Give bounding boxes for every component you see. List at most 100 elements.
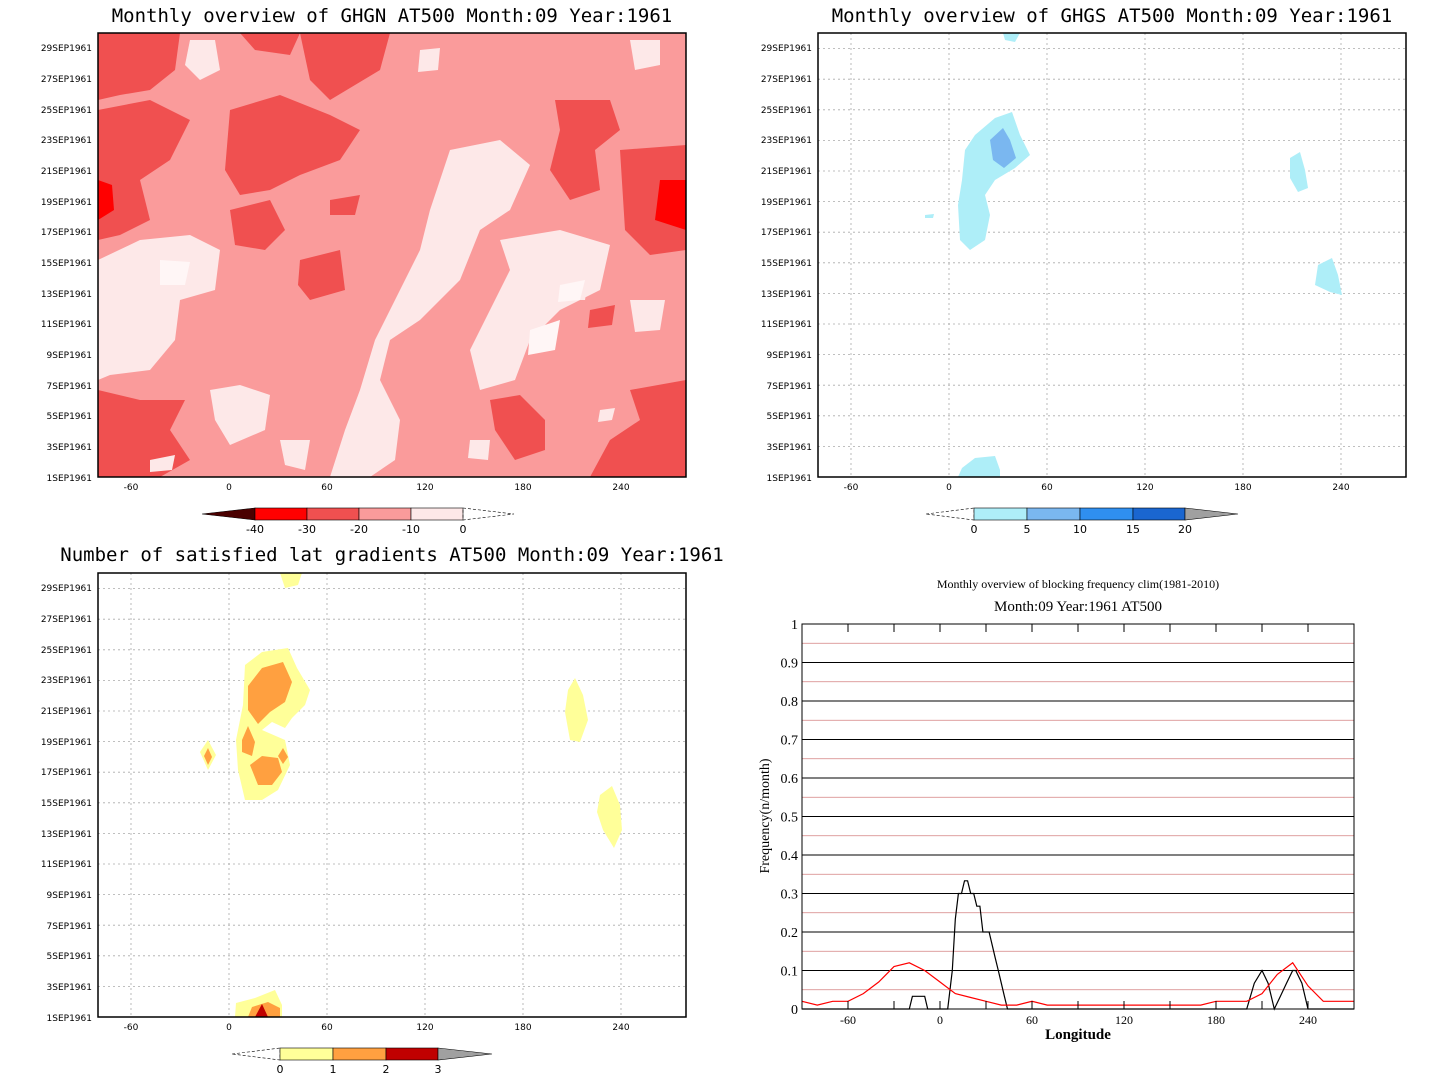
- ghgs-y-tick: 17SEP1961: [761, 228, 812, 238]
- blocking-ticks: 0 0.1 0.2 0.3 0.4 0.5 0.6 0.7 0.8 0.9 1 -60 0 60 120 18…: [781, 618, 1355, 1027]
- lat-x-tick: -60: [124, 1023, 139, 1033]
- lat-y-tick: 1SEP1961: [47, 1014, 92, 1024]
- lat-x-tick: 60: [321, 1023, 333, 1033]
- lat-y-tick: 25SEP1961: [41, 646, 92, 656]
- y-tick-label: 0.7: [781, 734, 799, 749]
- panel-lat-title: Number of satisfied lat gradients AT500 …: [60, 544, 723, 566]
- ghgn-y-ticks: 1SEP1961 3SEP1961 5SEP1961 7SEP1961 9SEP…: [41, 44, 92, 484]
- y-tick-label: 0.1: [781, 965, 799, 980]
- ghgs-colorbar-label: 10: [1073, 523, 1087, 536]
- ghgs-x-tick: 120: [1136, 483, 1153, 493]
- ghgs-y-tick: 23SEP1961: [761, 136, 812, 146]
- ghgs-y-tick: 21SEP1961: [761, 167, 812, 177]
- ghgn-x-tick: 180: [514, 483, 531, 493]
- ghgn-y-tick: 25SEP1961: [41, 106, 92, 116]
- ghgn-colorbar-label: -20: [350, 523, 368, 536]
- ghgs-y-tick: 11SEP1961: [761, 320, 812, 330]
- y-tick-label: 1: [791, 618, 798, 633]
- lat-x-tick: 0: [226, 1023, 232, 1033]
- ghgs-y-ticks: 1SEP1961 3SEP1961 5SEP1961 7SEP1961 9SEP…: [761, 44, 812, 484]
- ghgs-colorbar: 0 5 10 15 20: [925, 507, 1239, 536]
- ghgs-y-tick: 7SEP1961: [767, 382, 812, 392]
- lat-x-tick: 120: [416, 1023, 433, 1033]
- y-tick-label: 0.6: [781, 772, 799, 787]
- ghgs-grid: [818, 33, 1406, 477]
- ghgs-colorbar-label: 5: [1024, 523, 1031, 536]
- lat-colorbar-label: 1: [330, 1063, 337, 1076]
- panel-blocking: Monthly overview of blocking frequency c…: [758, 577, 1355, 1043]
- lat-y-tick: 11SEP1961: [41, 860, 92, 870]
- ghgs-y-tick: 5SEP1961: [767, 412, 812, 422]
- lat-field: [200, 573, 622, 1017]
- ghgn-y-tick: 21SEP1961: [41, 167, 92, 177]
- ghgn-colorbar: -40 -30 -20 -10 0: [201, 507, 515, 536]
- y-tick-label: 0.2: [781, 926, 799, 941]
- ghgs-y-tick: 3SEP1961: [767, 443, 812, 453]
- y-tick-label: 0.4: [781, 849, 799, 864]
- ghgs-x-tick: 180: [1234, 483, 1251, 493]
- x-tick-label: 180: [1207, 1013, 1225, 1027]
- panel-ghgs: Monthly overview of GHGS AT500 Month:09 …: [761, 5, 1407, 536]
- ghgn-colorbar-label: -40: [246, 523, 264, 536]
- lat-y-tick: 29SEP1961: [41, 584, 92, 594]
- ghgn-colorbar-label: -30: [298, 523, 316, 536]
- blocking-title: Monthly overview of blocking frequency c…: [937, 577, 1219, 591]
- x-tick-label: 0: [937, 1013, 943, 1027]
- ghgn-x-tick: 0: [226, 483, 232, 493]
- lat-grid: [98, 573, 686, 1017]
- lat-colorbar-label: 2: [383, 1063, 390, 1076]
- series-line-1: [801, 961, 1354, 1006]
- ghgn-y-tick: 11SEP1961: [41, 320, 92, 330]
- ghgn-x-tick: -60: [124, 483, 139, 493]
- ghgn-y-tick: 17SEP1961: [41, 228, 92, 238]
- panel-ghgn: Monthly overview of GHGN AT500 Month:09 …: [41, 5, 687, 536]
- x-tick-label: -60: [840, 1013, 856, 1027]
- ghgs-x-tick: 240: [1332, 483, 1349, 493]
- x-tick-label: 120: [1115, 1013, 1133, 1027]
- lat-y-tick: 21SEP1961: [41, 707, 92, 717]
- lat-y-tick: 27SEP1961: [41, 615, 92, 625]
- blocking-grid: [802, 642, 1354, 991]
- lat-y-tick: 3SEP1961: [47, 983, 92, 993]
- lat-colorbar-label: 3: [435, 1063, 442, 1076]
- ghgs-y-tick: 25SEP1961: [761, 106, 812, 116]
- ghgs-y-tick: 1SEP1961: [767, 474, 812, 484]
- y-tick-label: 0.8: [781, 695, 799, 710]
- ghgn-y-tick: 27SEP1961: [41, 75, 92, 85]
- ghgn-x-tick: 120: [416, 483, 433, 493]
- ghgs-colorbar-label: 20: [1178, 523, 1192, 536]
- panel-ghgs-title: Monthly overview of GHGS AT500 Month:09 …: [832, 5, 1393, 27]
- ghgn-colorbar-label: 0: [460, 523, 467, 536]
- blocking-ylabel: Frequency(n/month): [758, 758, 773, 873]
- ghgs-y-tick: 19SEP1961: [761, 198, 812, 208]
- ghgn-y-tick: 15SEP1961: [41, 259, 92, 269]
- y-tick-label: 0: [791, 1003, 798, 1018]
- ghgn-x-tick: 60: [321, 483, 333, 493]
- ghgs-y-tick: 15SEP1961: [761, 259, 812, 269]
- ghgs-field: [925, 33, 1342, 477]
- y-tick-label: 0.5: [781, 811, 799, 826]
- ghgn-y-tick: 23SEP1961: [41, 136, 92, 146]
- lat-y-tick: 19SEP1961: [41, 738, 92, 748]
- lat-x-tick: 240: [612, 1023, 629, 1033]
- blocking-xlabel: Longitude: [1045, 1027, 1111, 1043]
- lat-y-tick: 17SEP1961: [41, 768, 92, 778]
- lat-x-tick: 180: [514, 1023, 531, 1033]
- ghgs-x-tick: 60: [1041, 483, 1053, 493]
- y-tick-label: 0.3: [781, 888, 799, 903]
- lat-y-tick: 5SEP1961: [47, 952, 92, 962]
- x-tick-label: 60: [1026, 1013, 1038, 1027]
- lat-colorbar-label: 0: [277, 1063, 284, 1076]
- ghgn-colorbar-label: -10: [402, 523, 420, 536]
- ghgn-y-tick: 9SEP1961: [47, 351, 92, 361]
- ghgn-y-tick: 1SEP1961: [47, 474, 92, 484]
- panel-lat: Number of satisfied lat gradients AT500 …: [41, 544, 724, 1076]
- lat-y-tick: 15SEP1961: [41, 799, 92, 809]
- ghgs-x-tick: 0: [946, 483, 952, 493]
- ghgs-y-tick: 9SEP1961: [767, 351, 812, 361]
- ghgn-y-tick: 19SEP1961: [41, 198, 92, 208]
- ghgs-y-tick: 27SEP1961: [761, 75, 812, 85]
- lat-y-ticks: 1SEP1961 3SEP1961 5SEP1961 7SEP1961 9SEP…: [41, 584, 92, 1024]
- ghgn-y-tick: 29SEP1961: [41, 44, 92, 54]
